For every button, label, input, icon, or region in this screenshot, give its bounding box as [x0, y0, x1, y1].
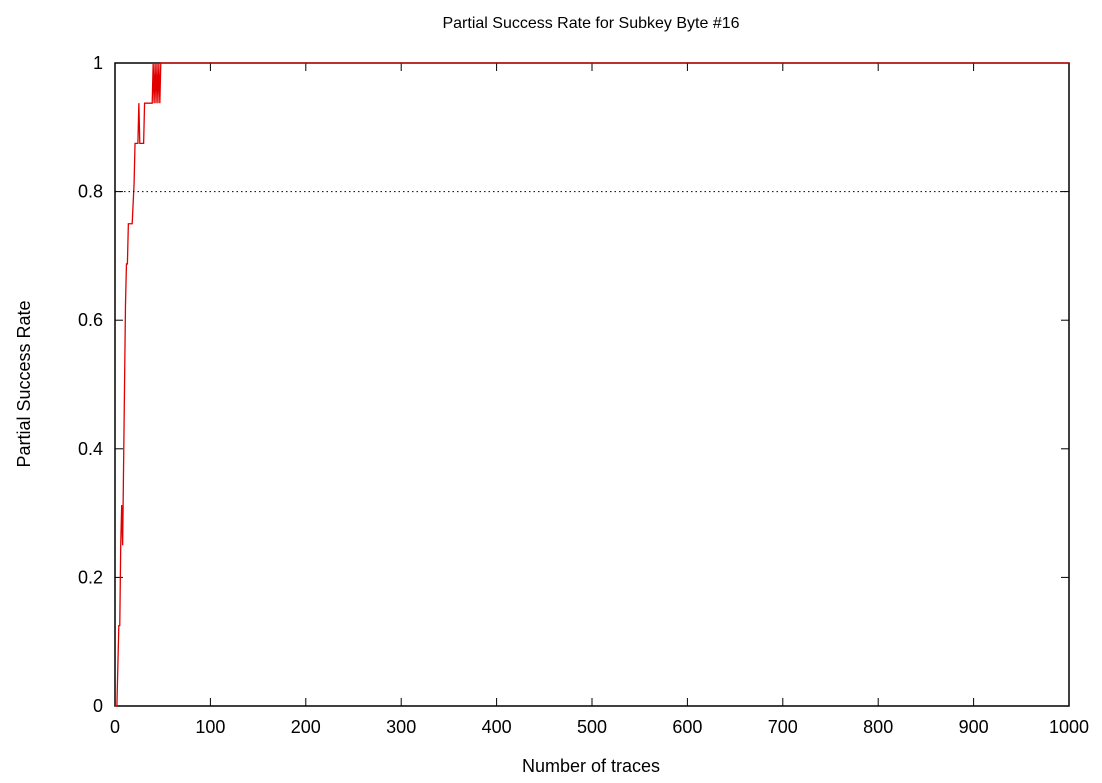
chart-title: Partial Success Rate for Subkey Byte #16 [442, 15, 739, 32]
x-tick-label: 400 [482, 717, 512, 737]
x-tick-label: 200 [291, 717, 321, 737]
plot-area: 0 100 200 300 400 500 600 700 800 900 1000 0 0.2 0.4 0… [78, 53, 1089, 737]
x-tick-label: 300 [386, 717, 416, 737]
y-tick-label: 0 [93, 696, 103, 716]
series-line [115, 62, 1069, 707]
x-axis-label: Number of traces [522, 756, 660, 776]
y-tick-label: 0.6 [78, 310, 103, 330]
x-tick-label: 900 [959, 717, 989, 737]
plot-frame [114, 62, 1070, 707]
y-tick-label: 0.2 [78, 567, 103, 587]
x-tick-label: 600 [672, 717, 702, 737]
y-tick-label: 1 [93, 53, 103, 73]
x-tick-label: 1000 [1049, 717, 1089, 737]
y-axis-label: Partial Success Rate [14, 300, 34, 467]
x-tick-label: 800 [863, 717, 893, 737]
y-tick-label: 0.8 [78, 182, 103, 202]
x-tick-label: 0 [110, 717, 120, 737]
x-tick-label: 500 [577, 717, 607, 737]
x-tick-label: 100 [195, 717, 225, 737]
y-tick-label: 0.4 [78, 439, 103, 459]
x-tick-label: 700 [768, 717, 798, 737]
